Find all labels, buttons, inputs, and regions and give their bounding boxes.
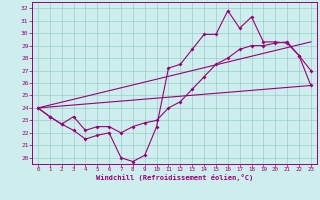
X-axis label: Windchill (Refroidissement éolien,°C): Windchill (Refroidissement éolien,°C) bbox=[96, 174, 253, 181]
